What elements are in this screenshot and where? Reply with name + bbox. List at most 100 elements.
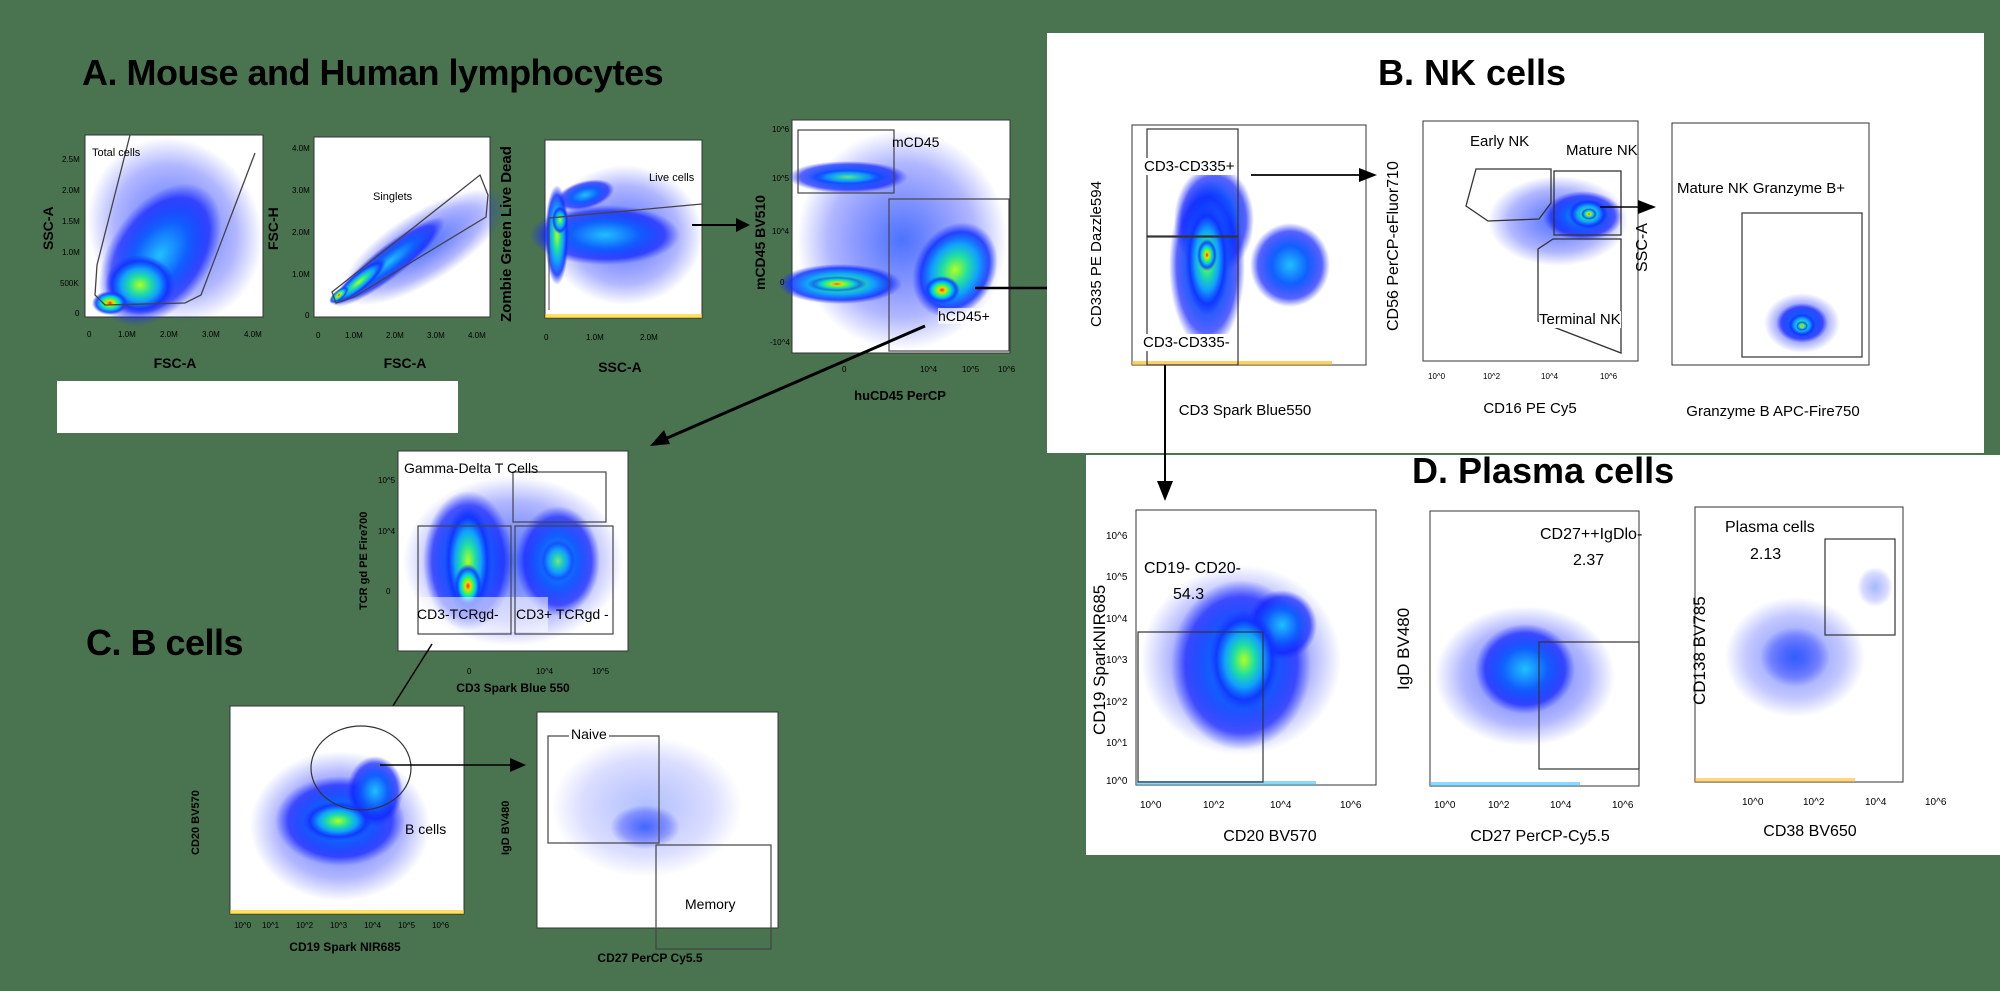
xtick: 4.0M — [244, 330, 262, 339]
section-a-title: A. Mouse and Human lymphocytes — [82, 52, 664, 93]
gate-live-cells[interactable] — [548, 203, 703, 219]
arrow-bcells-to-naive-memory — [380, 758, 526, 772]
xtick: 10^2 — [1483, 372, 1501, 381]
xtick: 0 — [842, 365, 847, 374]
xtick: 10^2 — [1488, 800, 1510, 811]
gate-cd3-neg-cd335-pos[interactable] — [1146, 128, 1239, 238]
xtick: 10^6 — [1612, 800, 1634, 811]
xtick: 10^4 — [1865, 797, 1887, 808]
section-b-title: B. NK cells — [1378, 52, 1567, 93]
ytick: -10^4 — [770, 338, 790, 347]
plot-cd27-igd-ylabel: IgD BV480 — [1394, 607, 1413, 690]
gate-plasma-cells[interactable] — [1824, 538, 1896, 636]
xtick: 10^2 — [296, 921, 314, 930]
xtick: 0 — [467, 667, 472, 676]
ytick: 10^4 — [378, 527, 396, 536]
gate-memory[interactable] — [655, 844, 772, 950]
gate-label-cd3-neg-cd335-pos: CD3-CD335+ — [1144, 158, 1235, 175]
plot-gamma-delta: Gamma-Delta T Cells CD3-TCRgd- CD3+ TCRg… — [397, 450, 629, 652]
gate-label-gamma-delta: Gamma-Delta T Cells — [404, 460, 539, 476]
xtick: 10^6 — [998, 365, 1016, 374]
gate-early-nk[interactable] — [1465, 168, 1552, 222]
xtick: 10^4 — [920, 365, 938, 374]
plot-cd335-ylabel: CD335 PE Dazzle594 — [1088, 181, 1105, 327]
ytick: 500K — [60, 279, 79, 288]
plot-live-cells-xlabel: SSC-A — [598, 359, 642, 375]
plot-granzyme-ylabel: SSC-A — [1634, 223, 1651, 272]
plot-cd19-cd20-canvas — [1135, 509, 1377, 786]
xtick: 10^4 — [1550, 800, 1572, 811]
ytick: 2.0M — [62, 186, 80, 195]
xtick: 10^0 — [1434, 800, 1456, 811]
ytick: 10^0 — [1106, 776, 1128, 787]
gate-value-cd27-igdlo: 2.37 — [1573, 552, 1605, 569]
gate-mature-nk[interactable] — [1553, 170, 1622, 236]
gate-cd3-pos-tcrgd-neg[interactable] — [514, 525, 614, 635]
ytick: 1.5M — [62, 217, 80, 226]
xtick: 10^0 — [1742, 797, 1764, 808]
xtick: 10^5 — [398, 921, 416, 930]
gate-label-live-cells: Live cells — [649, 172, 695, 184]
gate-label-mcd45: mCD45 — [892, 134, 940, 150]
ytick: 0 — [780, 278, 785, 287]
gate-label-hcd45: hCD45+ — [938, 308, 990, 324]
gate-mcd45[interactable] — [797, 129, 895, 194]
section-d-title: D. Plasma cells — [1412, 450, 1675, 491]
plot-live-cells-ylabel: Zombie Green Live Dead — [498, 146, 515, 322]
plot-cd19-cd20: CD19- CD20- 54.3 — [1135, 509, 1377, 786]
xtick: 10^0 — [234, 921, 252, 930]
plot-cd56-canvas — [1422, 120, 1639, 362]
arrow-mature-nk-to-granzyme — [1600, 200, 1656, 214]
ytick: 10^2 — [1106, 697, 1128, 708]
xtick: 10^6 — [432, 921, 450, 930]
plot-singlets-ylabel: FSC-H — [265, 207, 281, 250]
gate-cd3-neg-tcrgd-neg[interactable] — [417, 525, 512, 635]
gate-cd19-neg-cd20-neg[interactable] — [1137, 631, 1264, 783]
gate-label-plasma-cells: Plasma cells — [1725, 519, 1815, 536]
gate-b-cells[interactable] — [310, 725, 412, 811]
plot-cd38-cd138-canvas — [1694, 506, 1904, 783]
plot-total-cells: Total cells — [84, 134, 264, 327]
xtick: 10^0 — [1140, 800, 1162, 811]
ytick: 0 — [386, 587, 391, 596]
gate-label-granzyme-b: Mature NK Granzyme B+ — [1677, 180, 1845, 197]
plot-naive-memory-canvas — [536, 711, 779, 950]
gate-hcd45[interactable] — [888, 198, 1010, 352]
section-c-title: C. B cells — [86, 622, 244, 663]
plot-singlets-xlabel: FSC-A — [383, 355, 427, 371]
gate-cd27-igdlo[interactable] — [1538, 641, 1640, 770]
arrow-into-plasma — [1157, 455, 1173, 501]
xtick: 3.0M — [202, 330, 220, 339]
plot-naive-memory-ylabel: IgD BV480 — [500, 800, 512, 855]
plot-b-cells: B cells — [229, 705, 465, 915]
gate-granzyme-b[interactable] — [1741, 212, 1863, 358]
xtick: 1.0M — [118, 330, 136, 339]
plot-cd45: mCD45 hCD45+ — [778, 119, 1011, 354]
ytick: 10^6 — [772, 125, 790, 134]
ytick: 2.0M — [292, 228, 310, 237]
plot-live-cells: Live cells — [530, 139, 703, 319]
gate-label-singlets: Singlets — [373, 191, 413, 203]
blank-white-box — [57, 381, 458, 433]
gate-terminal-nk[interactable] — [1537, 238, 1622, 354]
plot-live-cells-canvas — [530, 139, 703, 319]
gate-cd3-neg-cd335-neg[interactable] — [1146, 235, 1239, 366]
gate-singlets[interactable] — [331, 173, 489, 304]
ytick: 4.0M — [292, 144, 310, 153]
gate-value-cd19-neg-cd20-neg: 54.3 — [1173, 586, 1205, 603]
plot-naive-memory-xlabel: CD27 PerCP Cy5.5 — [597, 951, 703, 965]
xtick: 10^4 — [1541, 372, 1559, 381]
arrow-live-to-cd45 — [692, 218, 750, 232]
xtick: 10^2 — [1203, 800, 1225, 811]
ytick: 10^6 — [1106, 531, 1128, 542]
gate-total-cells[interactable] — [94, 134, 256, 306]
ytick: 1.0M — [292, 270, 310, 279]
gate-label-memory: Memory — [685, 896, 736, 912]
gate-gamma-delta[interactable] — [512, 471, 607, 523]
gate-label-cd19-neg-cd20-neg: CD19- CD20- — [1144, 560, 1241, 577]
plot-b-cells-canvas — [229, 705, 465, 915]
plot-cd45-ylabel: mCD45 BV510 — [752, 195, 768, 290]
arrow-hcd45-to-gd — [650, 324, 926, 446]
gate-label-terminal-nk: Terminal NK — [1539, 311, 1621, 328]
gate-label-total-cells: Total cells — [92, 147, 141, 159]
